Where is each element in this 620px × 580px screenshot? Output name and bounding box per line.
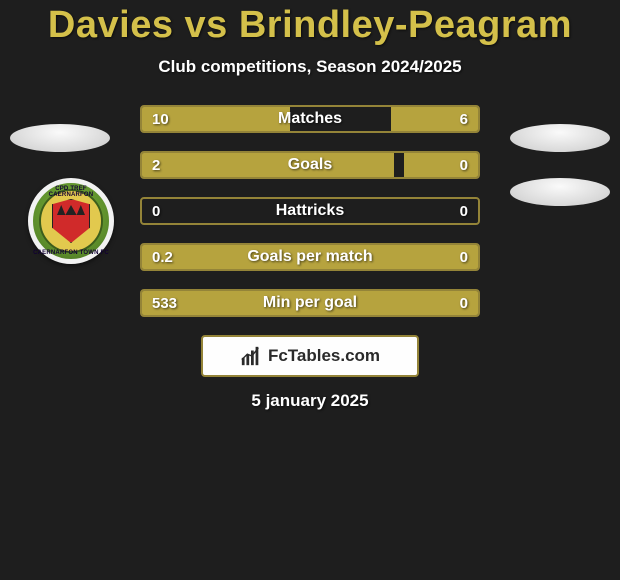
club-badge-left: CPD TREF CAERNARFON CAERNARFON TOWN FC bbox=[28, 178, 114, 264]
stat-bar-left bbox=[142, 153, 394, 177]
player-logo-right-placeholder bbox=[510, 124, 610, 152]
badge-text-bottom: CAERNARFON TOWN FC bbox=[33, 250, 109, 256]
stat-value-right: 0 bbox=[450, 199, 478, 223]
stat-label: Hattricks bbox=[142, 199, 478, 223]
snapshot-date: 5 january 2025 bbox=[0, 391, 620, 411]
stat-value-right: 0 bbox=[450, 291, 478, 315]
badge-crest-icon bbox=[52, 199, 90, 243]
stat-bar-left bbox=[142, 245, 478, 269]
badge-text-top: CPD TREF CAERNARFON bbox=[33, 186, 109, 198]
bar-chart-icon bbox=[240, 345, 262, 367]
attribution-text: FcTables.com bbox=[268, 346, 380, 366]
stat-row: Matches106 bbox=[140, 105, 480, 133]
stat-value-left: 0.2 bbox=[142, 245, 183, 269]
badge-inner-circle bbox=[39, 189, 103, 253]
stat-value-right: 6 bbox=[450, 107, 478, 131]
stat-value-left: 10 bbox=[142, 107, 179, 131]
stat-row: Goals per match0.20 bbox=[140, 243, 480, 271]
stat-bar-left bbox=[142, 291, 478, 315]
stat-row: Min per goal5330 bbox=[140, 289, 480, 317]
club-logo-right-placeholder bbox=[510, 178, 610, 206]
stat-value-left: 2 bbox=[142, 153, 170, 177]
attribution-box[interactable]: FcTables.com bbox=[201, 335, 419, 377]
player-logo-left-placeholder bbox=[10, 124, 110, 152]
comparison-subtitle: Club competitions, Season 2024/2025 bbox=[0, 57, 620, 77]
stat-value-left: 0 bbox=[142, 199, 170, 223]
stats-container: Matches106Goals20Hattricks00Goals per ma… bbox=[140, 105, 480, 317]
stat-value-right: 0 bbox=[450, 153, 478, 177]
stat-row: Hattricks0 0 bbox=[140, 197, 480, 225]
stat-value-left: 533 bbox=[142, 291, 187, 315]
stat-row: Goals20 bbox=[140, 151, 480, 179]
comparison-title: Davies vs Brindley-Peagram bbox=[0, 0, 620, 47]
stat-value-right: 0 bbox=[450, 245, 478, 269]
